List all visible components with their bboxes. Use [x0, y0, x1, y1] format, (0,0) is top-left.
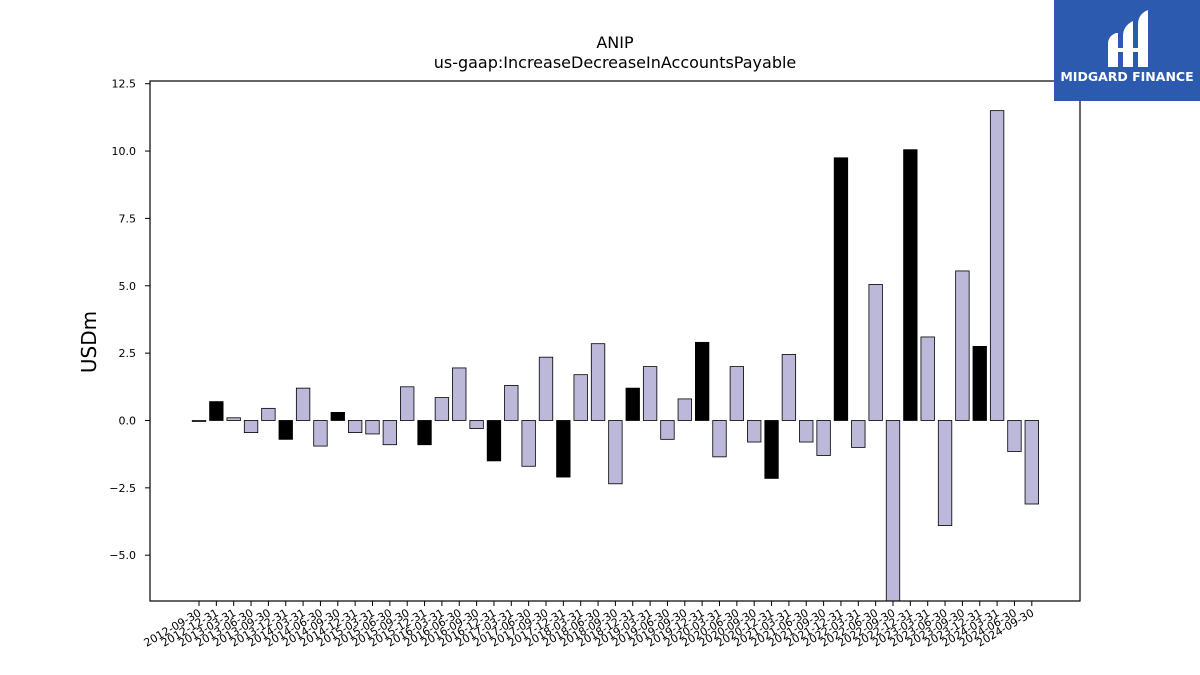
y-tick-label: 7.5 [119, 212, 137, 225]
bar-2020-12-31 [764, 420, 779, 479]
bar-2014-06-30 [313, 420, 328, 447]
bar-2018-03-31 [573, 374, 588, 421]
bar-2022-03-31 [851, 420, 866, 448]
bar-2022-09-30 [885, 420, 901, 602]
bar-2016-03-31 [434, 397, 450, 421]
bar-2018-06-30 [590, 343, 606, 421]
bar-2015-06-30 [382, 420, 398, 446]
bar-2021-12-31 [833, 157, 849, 421]
bar-2018-09-30 [608, 420, 623, 485]
bar-2019-09-30 [677, 398, 692, 421]
bar-2017-12-31 [556, 420, 571, 478]
bar-2015-12-31 [417, 420, 432, 446]
bar-2014-12-31 [347, 420, 363, 434]
x-axis: 2012-09-302012-12-312013-03-312013-06-30… [142, 601, 1036, 650]
bar-2023-09-30 [955, 270, 970, 421]
bar-2022-12-31 [903, 149, 918, 421]
bar-2013-12-31 [278, 420, 293, 440]
y-tick-label: 2.5 [119, 347, 137, 360]
bar-2018-12-31 [625, 387, 640, 421]
bar-2019-03-31 [642, 366, 658, 421]
bar-2023-03-31 [920, 336, 935, 421]
bar-2017-06-30 [521, 420, 536, 467]
bar-2015-09-30 [400, 386, 415, 421]
bar-2012-12-31 [209, 401, 224, 421]
bar-2014-03-31 [295, 387, 311, 421]
bar-2024-03-31 [989, 110, 1005, 421]
brand-logo: MIDGARD FINANCE [1054, 0, 1200, 101]
bar-2020-09-30 [747, 420, 762, 443]
bar-2012-09-30 [191, 420, 207, 422]
bar-2016-09-30 [469, 420, 484, 429]
bar-2019-06-30 [660, 420, 675, 440]
logo-mark-icon [1108, 10, 1148, 67]
bar-2019-12-31 [695, 341, 710, 421]
bar-2017-09-30 [538, 356, 554, 421]
bar-2015-03-31 [365, 420, 380, 435]
bar-2022-06-30 [868, 284, 883, 421]
y-tick-label: −2.5 [109, 482, 136, 495]
y-tick-label: −5.0 [109, 549, 136, 562]
bar-2021-09-30 [816, 420, 831, 456]
chart-subtitle: us-gaap:IncreaseDecreaseInAccountsPayabl… [434, 53, 797, 72]
bar-2021-06-30 [799, 420, 814, 443]
bar-series [191, 110, 1039, 602]
y-tick-label: 12.5 [112, 78, 137, 91]
bar-2021-03-31 [781, 354, 797, 421]
bar-2020-03-31 [712, 420, 727, 458]
y-tick-label: 5.0 [119, 280, 137, 293]
y-tick-label: 0.0 [119, 414, 137, 427]
y-tick-label: 10.0 [112, 145, 137, 158]
bar-2016-06-30 [452, 367, 467, 421]
bar-2013-09-30 [261, 407, 276, 421]
bar-2024-06-30 [1007, 420, 1022, 452]
y-axis: −5.0 −2.5 0.0 2.5 5.0 7.5 10.0 12.5 [109, 78, 150, 562]
logo-text: MIDGARD FINANCE [1060, 69, 1193, 84]
plot-frame [149, 80, 1081, 602]
bar-2013-03-31 [226, 417, 241, 421]
bar-2020-06-30 [729, 366, 744, 421]
y-axis-label: USDm [77, 311, 101, 373]
bar-2017-03-31 [504, 385, 519, 421]
bar-2023-12-31 [972, 345, 987, 421]
chart-title: ANIP [596, 33, 634, 52]
bar-2013-06-30 [243, 420, 259, 434]
bar-2024-09-30 [1024, 420, 1039, 505]
bar-2014-09-30 [330, 411, 345, 421]
bar-2023-06-30 [937, 420, 953, 526]
bar-2016-12-31 [486, 420, 502, 462]
